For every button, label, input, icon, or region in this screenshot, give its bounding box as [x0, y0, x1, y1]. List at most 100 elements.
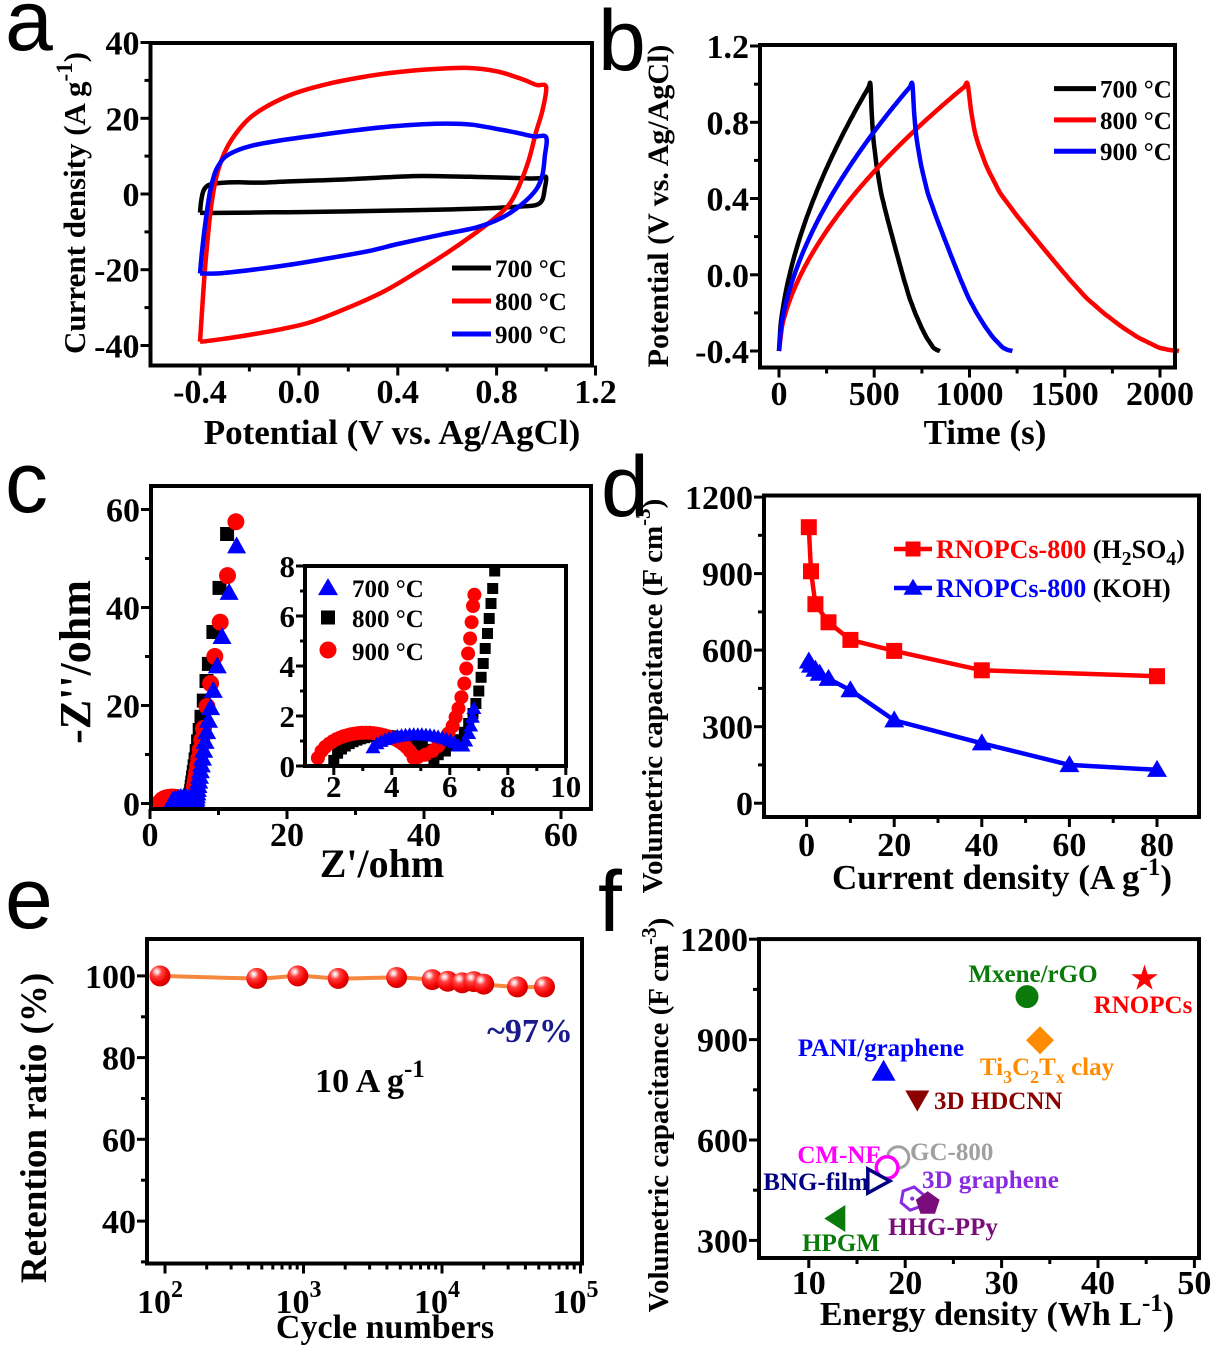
svg-text:3D HDCNN: 3D HDCNN — [934, 1088, 1062, 1115]
svg-text:0.0: 0.0 — [278, 374, 321, 411]
svg-text:-0.4: -0.4 — [173, 374, 227, 411]
svg-text:30: 30 — [985, 1265, 1019, 1302]
svg-text:900: 900 — [702, 557, 753, 594]
svg-text:PANI/graphene: PANI/graphene — [798, 1035, 964, 1062]
svg-text:1.2: 1.2 — [707, 29, 750, 66]
svg-text:2000: 2000 — [1126, 376, 1194, 413]
svg-text:40: 40 — [102, 1204, 136, 1241]
svg-text:a: a — [5, 0, 53, 69]
svg-text:0.8: 0.8 — [475, 374, 518, 411]
svg-text:2: 2 — [326, 769, 342, 804]
svg-text:8: 8 — [280, 549, 296, 584]
svg-text:0.0: 0.0 — [707, 258, 750, 295]
svg-text:-20: -20 — [94, 253, 139, 290]
svg-text:0: 0 — [123, 177, 140, 214]
svg-text:Z'/ohm: Z'/ohm — [320, 841, 444, 886]
svg-text:40: 40 — [106, 591, 140, 628]
svg-text:20: 20 — [888, 1265, 922, 1302]
svg-text:60: 60 — [102, 1122, 136, 1159]
svg-text:0: 0 — [736, 786, 753, 823]
svg-text:3D graphene: 3D graphene — [922, 1167, 1059, 1194]
svg-text:900 °C: 900 °C — [495, 322, 567, 349]
svg-text:102: 102 — [137, 1277, 183, 1321]
svg-text:103: 103 — [276, 1277, 322, 1321]
svg-text:b: b — [598, 0, 646, 89]
svg-text:60: 60 — [544, 817, 578, 854]
svg-text:1500: 1500 — [1031, 376, 1099, 413]
svg-text:20: 20 — [106, 689, 140, 726]
svg-text:Retention ratio (%): Retention ratio (%) — [14, 973, 55, 1283]
svg-text:Current density (A g-1): Current density (A g-1) — [52, 52, 92, 354]
svg-text:0.8: 0.8 — [707, 105, 750, 142]
svg-text:80: 80 — [102, 1041, 136, 1078]
svg-text:700 °C: 700 °C — [1100, 77, 1172, 104]
svg-text:80: 80 — [1140, 827, 1174, 864]
svg-text:1200: 1200 — [685, 480, 753, 517]
svg-text:800 °C: 800 °C — [352, 606, 424, 633]
svg-text:Mxene/rGO: Mxene/rGO — [968, 961, 1097, 988]
svg-text:0.4: 0.4 — [707, 182, 750, 219]
svg-text:-40: -40 — [94, 329, 139, 366]
svg-text:Time (s): Time (s) — [924, 413, 1047, 452]
svg-text:0: 0 — [123, 787, 140, 824]
svg-text:800 °C: 800 °C — [495, 289, 567, 316]
svg-text:50: 50 — [1177, 1265, 1211, 1302]
svg-text:BNG-film: BNG-film — [763, 1169, 869, 1196]
svg-text:-0.4: -0.4 — [695, 334, 749, 371]
svg-text:40: 40 — [965, 827, 999, 864]
svg-text:~97%: ~97% — [487, 1013, 573, 1050]
svg-text:1.2: 1.2 — [574, 374, 617, 411]
svg-text:Potential (V vs. Ag/AgCl): Potential (V vs. Ag/AgCl) — [204, 413, 581, 452]
svg-text:Cycle numbers: Cycle numbers — [276, 1309, 494, 1346]
svg-text:HPGM: HPGM — [802, 1230, 880, 1257]
svg-text:10: 10 — [792, 1265, 826, 1302]
svg-text:100: 100 — [85, 959, 136, 996]
svg-text:6: 6 — [442, 769, 458, 804]
svg-text:500: 500 — [849, 376, 900, 413]
svg-text:CM-NF: CM-NF — [797, 1142, 880, 1169]
svg-text:20: 20 — [106, 101, 140, 138]
svg-text:Volumetric capacitance (F cm-3: Volumetric capacitance (F cm-3) — [631, 499, 669, 894]
svg-text:800 °C: 800 °C — [1100, 108, 1172, 135]
svg-text:1000: 1000 — [936, 376, 1004, 413]
svg-text:300: 300 — [702, 710, 753, 747]
svg-text:RNOPCs-800 (KOH): RNOPCs-800 (KOH) — [936, 574, 1171, 603]
svg-text:0: 0 — [142, 817, 159, 854]
svg-text:600: 600 — [702, 633, 753, 670]
svg-text:1200: 1200 — [680, 922, 748, 959]
svg-text:60: 60 — [106, 493, 140, 530]
svg-text:40: 40 — [407, 817, 441, 854]
svg-text:RNOPCs: RNOPCs — [1094, 992, 1193, 1019]
svg-text:6: 6 — [280, 599, 296, 634]
svg-text:700 °C: 700 °C — [352, 576, 424, 603]
svg-text:10: 10 — [550, 769, 581, 804]
svg-text:40: 40 — [106, 26, 140, 63]
svg-text:Potential (V vs. Ag/AgCl): Potential (V vs. Ag/AgCl) — [642, 45, 675, 368]
svg-text:300: 300 — [697, 1223, 748, 1260]
svg-text:0: 0 — [771, 376, 788, 413]
svg-text:0: 0 — [280, 749, 296, 784]
svg-text:e: e — [5, 851, 53, 947]
svg-text:40: 40 — [1081, 1265, 1115, 1302]
svg-text:c: c — [5, 435, 48, 531]
svg-text:900 °C: 900 °C — [352, 639, 424, 666]
svg-text:GC-800: GC-800 — [910, 1139, 993, 1166]
svg-text:600: 600 — [697, 1123, 748, 1160]
svg-text:f: f — [598, 854, 623, 950]
svg-text:60: 60 — [1052, 827, 1086, 864]
svg-text:20: 20 — [877, 827, 911, 864]
svg-text:4: 4 — [280, 649, 296, 684]
svg-text:8: 8 — [500, 769, 516, 804]
svg-text:Energy density (Wh L-1): Energy density (Wh L-1) — [820, 1290, 1174, 1333]
svg-text:2: 2 — [280, 699, 296, 734]
svg-text:20: 20 — [270, 817, 304, 854]
svg-text:0.4: 0.4 — [377, 374, 420, 411]
svg-text:Current density (A g-1): Current density (A g-1) — [832, 854, 1172, 897]
svg-text:0: 0 — [798, 827, 815, 864]
svg-text:4: 4 — [384, 769, 400, 804]
svg-text:700 °C: 700 °C — [495, 256, 567, 283]
svg-text:HHG-PPy: HHG-PPy — [888, 1214, 998, 1241]
svg-text:-Z''/ohm: -Z''/ohm — [51, 580, 100, 744]
svg-text:d: d — [601, 439, 649, 535]
svg-text:900: 900 — [697, 1023, 748, 1060]
